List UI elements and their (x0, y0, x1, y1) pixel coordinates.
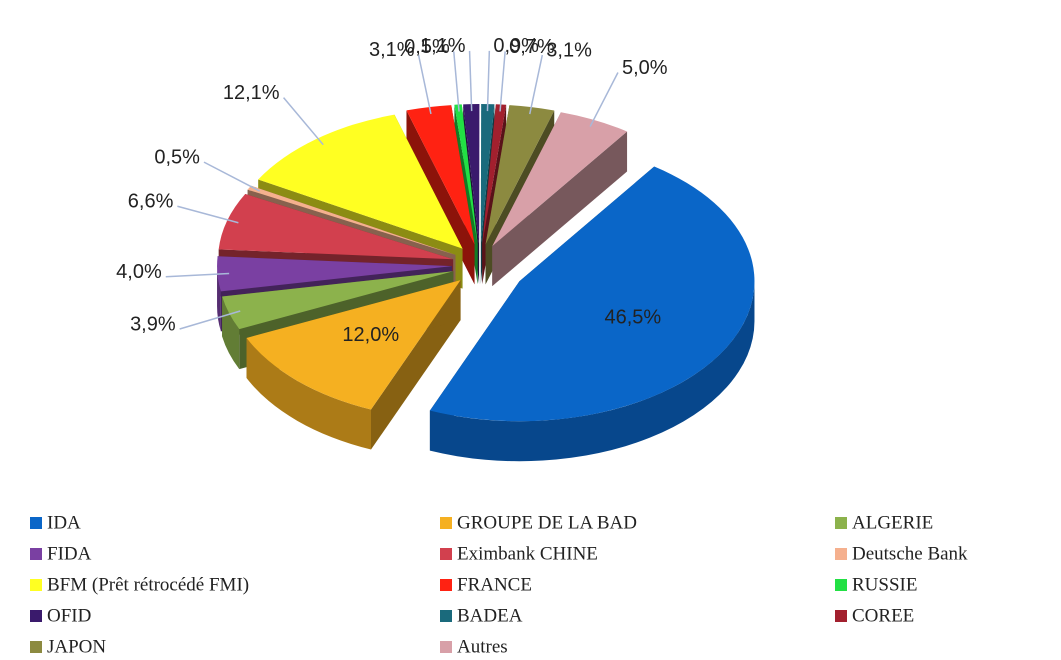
slice-top (217, 256, 453, 292)
legend-item: COREE (835, 605, 914, 626)
legend-label: COREE (852, 605, 914, 626)
slice-top (485, 105, 555, 245)
legend-item: BADEA (440, 605, 523, 626)
leader-line (486, 50, 491, 112)
legend-swatch (30, 641, 42, 653)
leader-line (417, 54, 432, 115)
slice-top (222, 271, 454, 330)
legend-item: GROUPE DE LA BAD (440, 512, 637, 533)
data-label: 0,7% (509, 36, 555, 58)
slice-top (480, 104, 495, 245)
slice-top (454, 104, 478, 245)
legend-label: OFID (47, 605, 91, 626)
legend-swatch (835, 548, 847, 560)
data-label: 3,1% (546, 39, 592, 61)
data-label: 6,6% (128, 191, 174, 213)
legend-label: IDA (47, 512, 81, 533)
legend-item: JAPON (30, 636, 106, 657)
slice-side (217, 266, 221, 332)
leader-line (203, 161, 260, 192)
legend-item: Deutsche Bank (835, 543, 968, 564)
leader-line (179, 310, 241, 330)
legend-item: ALGERIE (835, 512, 933, 533)
data-label: 0,5% (154, 146, 200, 168)
slice-wall (222, 271, 454, 337)
legend-label: FIDA (47, 543, 92, 564)
legend-item: FRANCE (440, 574, 532, 595)
slice (492, 112, 628, 287)
legend-swatch (835, 579, 847, 591)
data-label: 5,0% (622, 57, 668, 79)
legend-swatch (30, 548, 42, 560)
legend-item: Eximbank CHINE (440, 543, 598, 564)
leader-line (165, 272, 230, 278)
legend-item: FIDA (30, 543, 92, 564)
pie (217, 104, 755, 462)
slice-side (246, 337, 371, 450)
legend-swatch (440, 579, 452, 591)
legend-item: BFM (Prêt rétrocédé FMI) (30, 574, 249, 595)
slice-top (463, 104, 480, 245)
legend-label: Autres (457, 636, 508, 657)
legend-swatch (30, 517, 42, 529)
slice-top (218, 193, 454, 260)
slice-top (492, 112, 628, 247)
leader-line (177, 205, 239, 224)
legend-swatch (30, 579, 42, 591)
slice-side (429, 281, 755, 462)
legend-label: BADEA (457, 605, 523, 626)
slice (246, 280, 461, 450)
legend-swatch (440, 517, 452, 529)
data-label: 12,0% (342, 324, 399, 346)
data-label: 0,5% (404, 36, 450, 58)
legend-swatch (835, 517, 847, 529)
legend-swatch (440, 610, 452, 622)
legend-item: OFID (30, 605, 91, 626)
slice-top (406, 105, 475, 245)
legend-label: GROUPE DE LA BAD (457, 512, 637, 533)
leader-line (468, 50, 473, 112)
legend-label: Deutsche Bank (852, 543, 968, 564)
legend-label: ALGERIE (852, 512, 933, 533)
legend-swatch (440, 641, 452, 653)
data-label: 3,9% (130, 313, 176, 335)
leader-line (453, 51, 460, 112)
slice-top (246, 280, 461, 410)
legend-label: BFM (Prêt rétrocédé FMI) (47, 574, 249, 595)
legend-item: RUSSIE (835, 574, 917, 595)
data-label: 12,1% (223, 82, 280, 104)
legend-swatch (835, 610, 847, 622)
leader-line (499, 51, 506, 112)
legend-label: JAPON (47, 636, 106, 657)
slice-top (258, 114, 463, 249)
slice-wall (492, 131, 628, 287)
legend-item: Autres (440, 636, 508, 657)
slice-top (482, 104, 507, 245)
slice-top (247, 185, 456, 255)
data-label: 3,1% (369, 39, 415, 61)
slice-top (429, 166, 755, 422)
legend-swatch (440, 548, 452, 560)
leader-line (529, 54, 544, 115)
data-label: 1,1% (420, 35, 466, 57)
legend-swatch (30, 610, 42, 622)
legend-label: FRANCE (457, 574, 532, 595)
data-label: 46,5% (604, 306, 661, 328)
leader-line (589, 72, 619, 127)
slice (429, 166, 755, 462)
legend-label: RUSSIE (852, 574, 917, 595)
legend-label: Eximbank CHINE (457, 543, 598, 564)
legend-item: IDA (30, 512, 81, 533)
data-label: 4,0% (116, 261, 162, 283)
leader-line (283, 97, 324, 146)
